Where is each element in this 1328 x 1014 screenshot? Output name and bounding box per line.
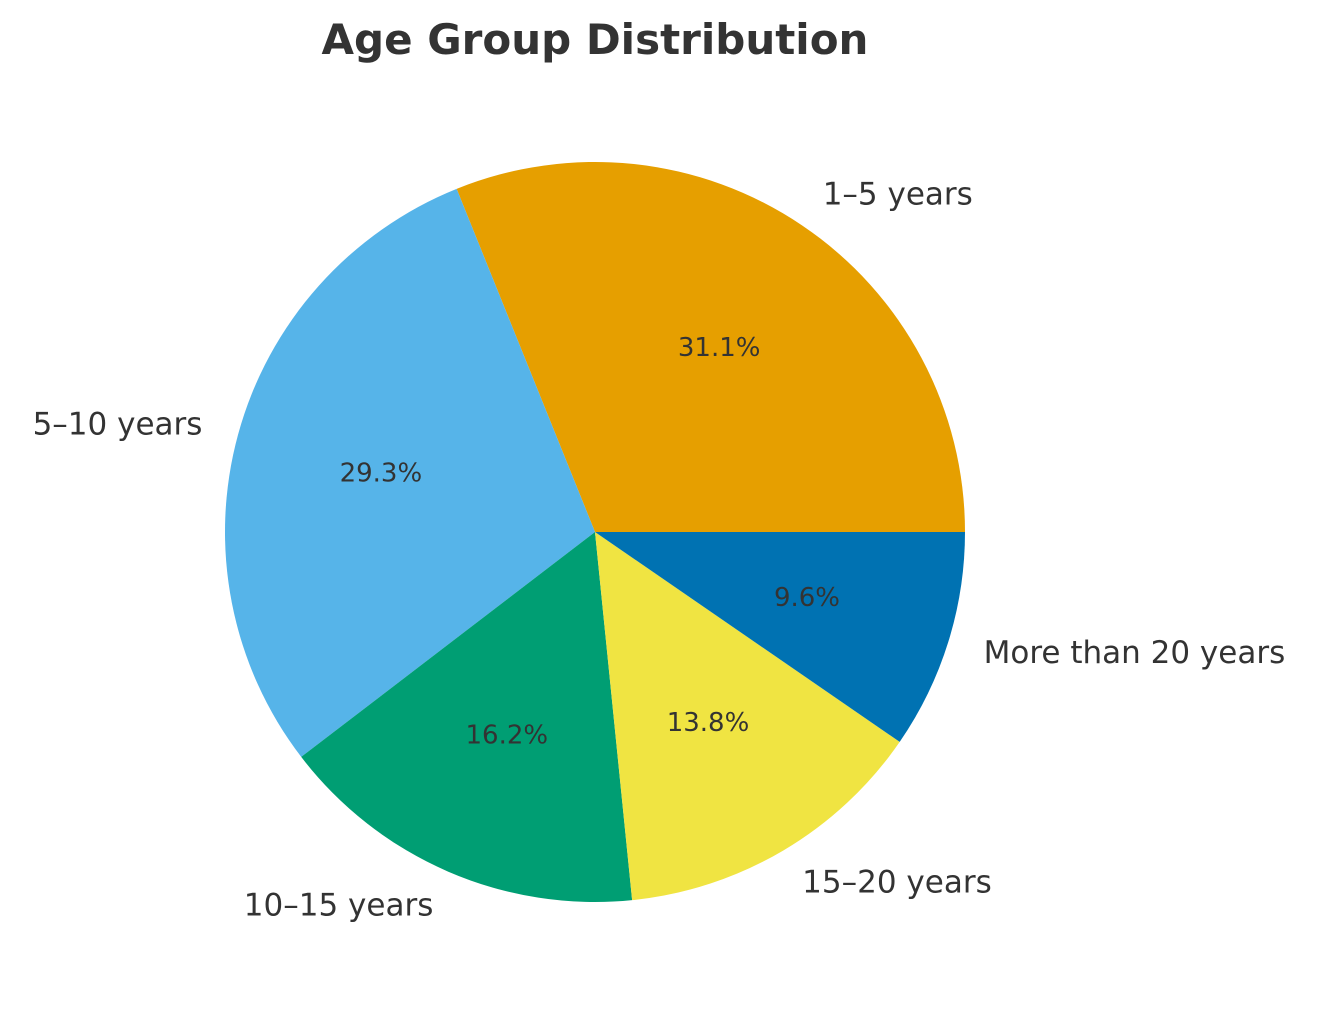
pie-slice-3 <box>301 532 633 903</box>
pie-slice-2 <box>224 188 595 757</box>
slice-percentage-label: 13.8% <box>667 708 750 738</box>
slice-percentage-label: 31.1% <box>678 333 761 363</box>
pie-slice-5 <box>595 532 965 742</box>
pie-slices <box>224 162 965 903</box>
pie-slice-1 <box>456 162 965 533</box>
slice-percentage-label: 9.6% <box>774 583 840 613</box>
slice-percentage-label: 16.2% <box>466 721 549 751</box>
slice-category-label: 5–10 years <box>33 407 203 443</box>
percentage-labels: 31.1% 29.3% 16.2% 13.8% 9.6% <box>340 333 840 751</box>
slice-category-label: 10–15 years <box>244 888 434 924</box>
chart-title: Age Group Distribution <box>322 15 869 64</box>
category-labels: 1–5 years 5–10 years 10–15 years 15–20 year… <box>33 177 1286 924</box>
slice-category-label: 15–20 years <box>802 864 992 900</box>
pie-slice-4 <box>595 532 900 901</box>
slice-category-label: More than 20 years <box>984 635 1286 671</box>
slice-percentage-label: 29.3% <box>340 458 423 488</box>
slice-category-label: 1–5 years <box>823 177 973 213</box>
